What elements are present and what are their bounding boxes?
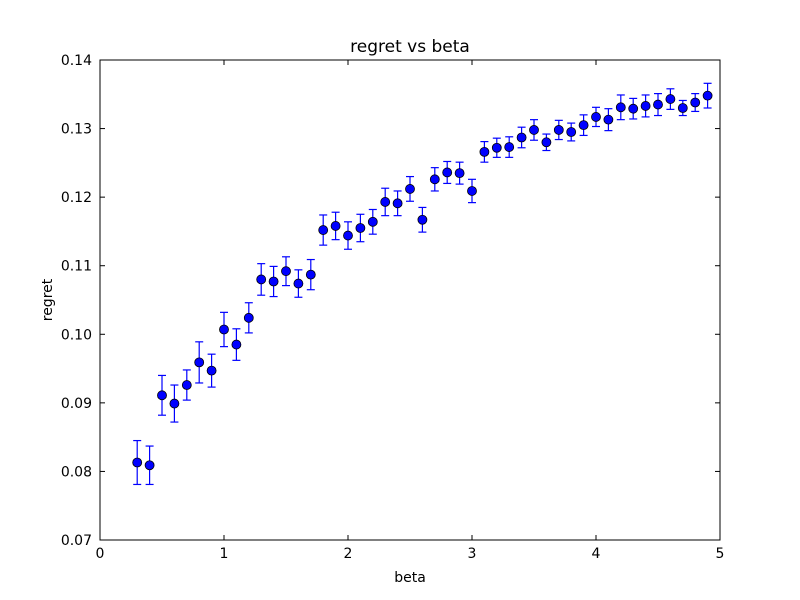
x-tick-label: 5 (716, 546, 725, 562)
data-point (405, 184, 415, 194)
y-tick-label: 0.14 (61, 53, 92, 69)
data-point (454, 168, 465, 179)
data-point (392, 198, 403, 209)
data-point (281, 266, 291, 277)
data-point (541, 137, 552, 148)
y-tick-label: 0.10 (61, 327, 92, 343)
data-point (677, 103, 688, 113)
data-point (330, 221, 341, 231)
data-point (516, 132, 527, 143)
x-axis: 0 1 2 3 4 5 (96, 60, 725, 562)
data-point (144, 460, 155, 471)
plot-frame (99, 59, 721, 541)
data-point (256, 274, 267, 285)
y-tick-label: 0.07 (61, 533, 92, 549)
y-tick-label: 0.08 (61, 464, 92, 480)
data-point (181, 380, 192, 390)
data-point (132, 457, 143, 468)
data-point (628, 103, 639, 114)
data-point (603, 114, 614, 125)
x-tick-label: 4 (592, 546, 601, 562)
data-point (491, 142, 502, 153)
y-axis-label: regret (40, 278, 56, 321)
data-point (318, 225, 329, 235)
x-tick-label: 0 (96, 546, 105, 562)
data-point (467, 186, 477, 196)
data-point (243, 312, 254, 323)
data-point (442, 167, 453, 178)
data-point (194, 357, 205, 368)
data-point (305, 269, 316, 280)
x-tick-label: 3 (468, 546, 477, 562)
data-point (653, 99, 663, 110)
data-point (268, 276, 279, 287)
plot-area (100, 60, 720, 540)
data-point (504, 142, 515, 152)
data-point (231, 339, 242, 350)
data-point (529, 125, 539, 135)
data-point (640, 101, 651, 111)
data-point (566, 127, 577, 137)
data-point (553, 125, 564, 135)
data-point (665, 94, 676, 104)
data-point (169, 398, 180, 409)
y-tick-label: 0.11 (61, 259, 92, 275)
data-point (429, 174, 440, 185)
data-point (615, 102, 626, 113)
data-point (206, 365, 217, 376)
data-point (591, 112, 601, 122)
data-point (367, 216, 378, 227)
point-layer (132, 90, 713, 471)
data-point (219, 324, 229, 335)
y-axis: 0.07 0.08 0.09 0.10 0.11 0.12 0.13 0.14 (61, 53, 720, 549)
y-tick-label: 0.12 (61, 190, 92, 206)
y-tick-label: 0.09 (61, 396, 92, 412)
data-point (479, 146, 490, 157)
x-tick-label: 1 (220, 546, 229, 562)
data-point (157, 390, 167, 401)
data-point (293, 278, 304, 289)
data-point (417, 214, 428, 225)
y-tick-label: 0.13 (61, 122, 92, 138)
chart-title: regret vs beta (350, 37, 470, 57)
data-point (380, 197, 391, 207)
x-tick-label: 2 (344, 546, 353, 562)
x-axis-label: beta (394, 570, 426, 586)
data-point (578, 120, 589, 131)
data-point (343, 230, 353, 241)
data-point (355, 223, 366, 233)
data-point (702, 90, 713, 101)
data-point (690, 97, 701, 108)
